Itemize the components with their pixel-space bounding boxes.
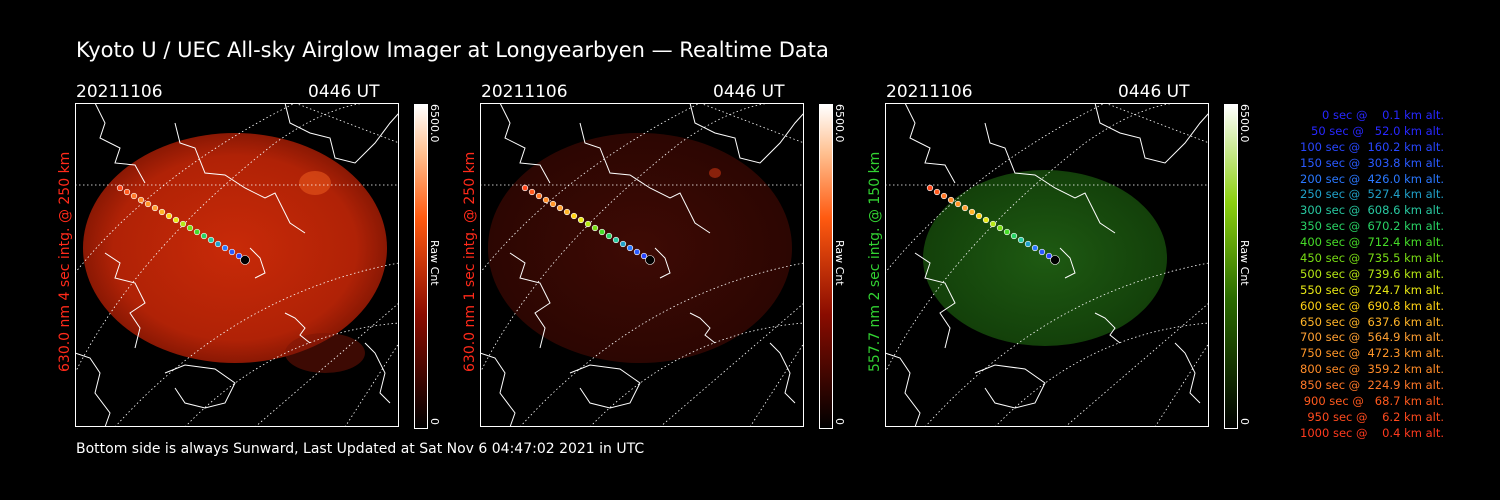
colorbar-max: 6500.0 bbox=[1238, 104, 1251, 143]
legend-row: 900 sec @ 68.7 km alt. bbox=[1303, 394, 1444, 409]
legend-row: 400 sec @ 712.4 km alt. bbox=[1300, 235, 1444, 250]
footer-status: Bottom side is always Sunward, Last Upda… bbox=[76, 441, 645, 457]
colorbar-max: 6500.0 bbox=[833, 104, 846, 143]
panel-time: 0446 UT bbox=[1118, 82, 1190, 102]
legend-row: 850 sec @ 224.9 km alt. bbox=[1300, 378, 1444, 393]
legend-row: 150 sec @ 303.8 km alt. bbox=[1300, 155, 1444, 170]
trajectory-legend: 0 sec @ 0.1 km alt. 50 sec @ 52.0 km alt.… bbox=[1262, 108, 1444, 442]
allsky-map bbox=[885, 103, 1209, 427]
airglow-image-disc bbox=[488, 133, 792, 363]
panel-time: 0446 UT bbox=[713, 82, 785, 102]
legend-row: 550 sec @ 724.7 km alt. bbox=[1300, 282, 1444, 297]
panel-wavelength-label: 557.7 nm 2 sec intg. @ 150 km bbox=[867, 151, 883, 372]
colorbar-max: 6500.0 bbox=[428, 104, 441, 143]
legend-row: 200 sec @ 426.0 km alt. bbox=[1300, 171, 1444, 186]
colorbar bbox=[1224, 104, 1238, 429]
panel-wavelength-label: 630.0 nm 4 sec intg. @ 250 km bbox=[57, 151, 73, 372]
allsky-map bbox=[75, 103, 399, 427]
airglow-image-disc bbox=[83, 133, 387, 363]
legend-row: 450 sec @ 735.5 km alt. bbox=[1300, 251, 1444, 266]
grid-lines bbox=[75, 103, 399, 427]
legend-row: 500 sec @ 739.6 km alt. bbox=[1300, 266, 1444, 281]
coastlines bbox=[480, 103, 804, 427]
colorbar-min: 0 bbox=[1238, 418, 1251, 425]
panel-date: 20211106 bbox=[481, 82, 568, 102]
legend-row: 100 sec @ 160.2 km alt. bbox=[1300, 139, 1444, 154]
colorbar-unit: Raw Cnt bbox=[833, 240, 846, 286]
legend-row: 700 sec @ 564.9 km alt. bbox=[1300, 330, 1444, 345]
trajectory-markers bbox=[116, 184, 250, 265]
legend-row: 650 sec @ 637.6 km alt. bbox=[1300, 314, 1444, 329]
legend-row: 250 sec @ 527.4 km alt. bbox=[1300, 187, 1444, 202]
trajectory-markers bbox=[926, 184, 1060, 265]
grid-lines bbox=[480, 103, 804, 427]
legend-row: 750 sec @ 472.3 km alt. bbox=[1300, 346, 1444, 361]
coastlines bbox=[75, 103, 399, 427]
panel-wavelength-label: 630.0 nm 1 sec intg. @ 250 km bbox=[462, 151, 478, 372]
colorbar-unit: Raw Cnt bbox=[1238, 240, 1251, 286]
page-title: Kyoto U / UEC All-sky Airglow Imager at … bbox=[76, 38, 829, 62]
panel-date: 20211106 bbox=[886, 82, 973, 102]
grid-lines bbox=[885, 103, 1209, 427]
legend-row: 350 sec @ 670.2 km alt. bbox=[1300, 219, 1444, 234]
legend-row: 950 sec @ 6.2 km alt. bbox=[1307, 409, 1444, 424]
colorbar bbox=[414, 104, 428, 429]
legend-row: 1000 sec @ 0.4 km alt. bbox=[1300, 425, 1444, 440]
colorbar-min: 0 bbox=[833, 418, 846, 425]
colorbar bbox=[819, 104, 833, 429]
allsky-map bbox=[480, 103, 804, 427]
panel-time: 0446 UT bbox=[308, 82, 380, 102]
legend-row: 0 sec @ 0.1 km alt. bbox=[1321, 108, 1444, 122]
coastlines bbox=[885, 103, 1209, 427]
trajectory-markers bbox=[521, 184, 655, 265]
legend-row: 600 sec @ 690.8 km alt. bbox=[1300, 298, 1444, 313]
colorbar-unit: Raw Cnt bbox=[428, 240, 441, 286]
panel-date: 20211106 bbox=[76, 82, 163, 102]
colorbar-min: 0 bbox=[428, 418, 441, 425]
legend-row: 300 sec @ 608.6 km alt. bbox=[1300, 203, 1444, 218]
legend-row: 50 sec @ 52.0 km alt. bbox=[1311, 123, 1444, 138]
legend-row: 800 sec @ 359.2 km alt. bbox=[1300, 362, 1444, 377]
airglow-image-disc bbox=[923, 170, 1167, 346]
